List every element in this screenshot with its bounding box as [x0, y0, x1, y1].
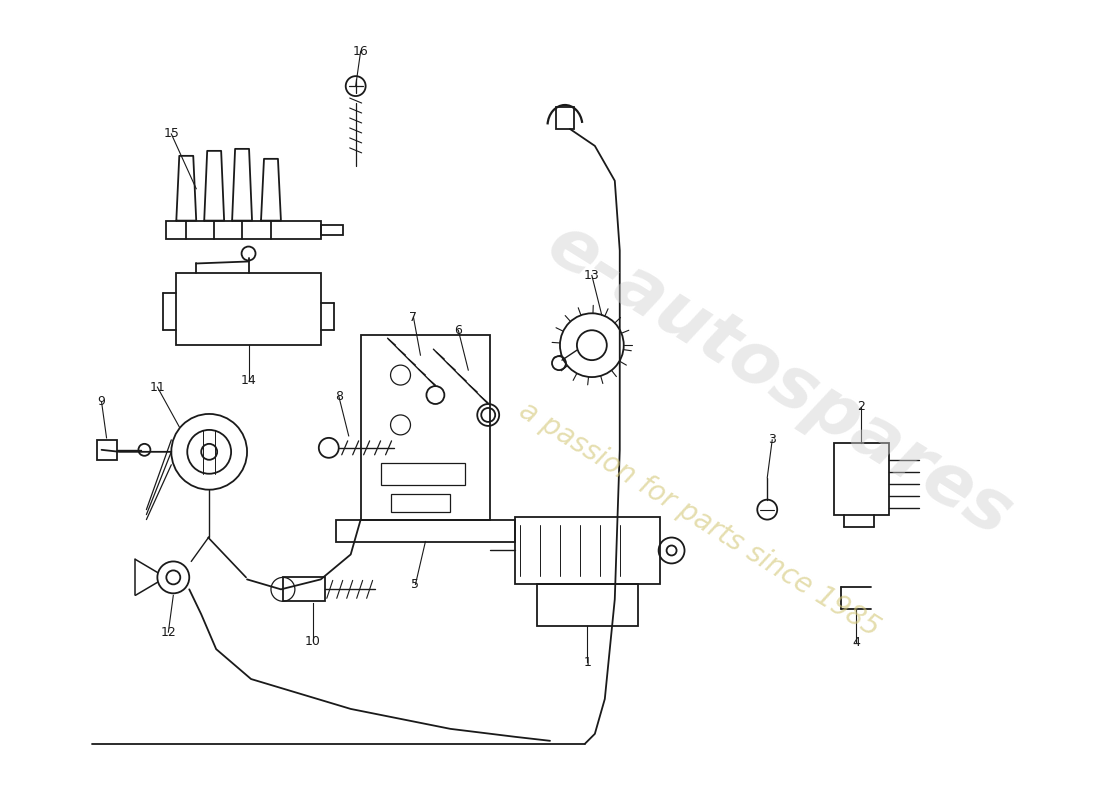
Text: 9: 9 [98, 395, 106, 409]
Bar [361, 335, 491, 519]
Text: 11: 11 [150, 381, 165, 394]
Text: 5: 5 [411, 578, 419, 591]
Text: 12: 12 [161, 626, 176, 638]
Text: 7: 7 [409, 310, 418, 324]
Text: e-autospares: e-autospares [535, 210, 1024, 551]
Text: 14: 14 [241, 374, 256, 386]
Text: 2: 2 [857, 401, 865, 414]
Bar [166, 221, 321, 238]
Text: 1: 1 [583, 655, 592, 669]
Text: 6: 6 [454, 324, 462, 337]
Bar [381, 462, 465, 485]
Bar [176, 274, 321, 345]
Bar [834, 443, 889, 514]
Bar [390, 494, 450, 512]
Text: 4: 4 [852, 636, 860, 649]
Text: 3: 3 [768, 434, 777, 446]
Bar [537, 584, 638, 626]
Text: 15: 15 [164, 127, 179, 141]
Text: 8: 8 [334, 390, 343, 402]
Text: a passion for parts since 1985: a passion for parts since 1985 [514, 397, 884, 642]
Bar [556, 107, 574, 129]
Bar [336, 519, 515, 542]
Bar [283, 578, 324, 602]
Bar [321, 225, 343, 234]
Text: 10: 10 [305, 634, 321, 648]
Bar [515, 517, 660, 584]
Bar [97, 440, 117, 460]
Text: 16: 16 [353, 45, 369, 58]
Text: 13: 13 [584, 269, 600, 282]
